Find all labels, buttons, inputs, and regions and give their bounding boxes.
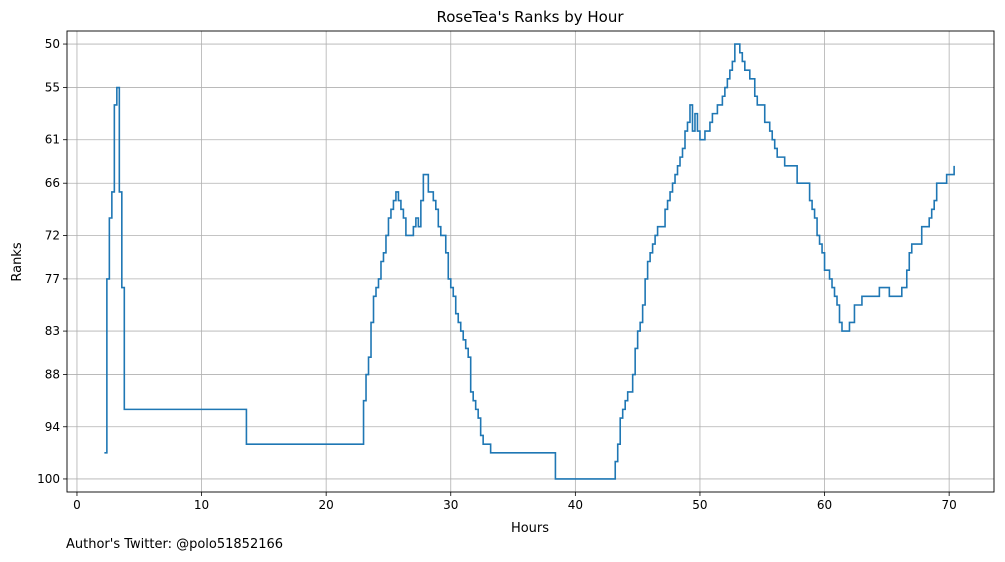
plot-area	[67, 31, 994, 492]
x-tick-label: 60	[817, 498, 832, 512]
x-axis-ticks: 0 10 20 30 40 50 60 70	[73, 492, 957, 512]
x-tick-label: 0	[73, 498, 81, 512]
x-tick-label: 40	[568, 498, 583, 512]
plot-frame	[66, 30, 995, 493]
x-tick-label: 20	[319, 498, 334, 512]
x-tick-label: 30	[443, 498, 458, 512]
y-tick-label: 100	[37, 472, 60, 486]
x-axis-label: Hours	[511, 521, 549, 536]
x-gridlines	[76, 31, 950, 492]
y-tick-label: 88	[45, 368, 60, 382]
author-footnote: Author's Twitter: @polo51852166	[66, 537, 284, 552]
y-tick-label: 72	[45, 228, 60, 242]
y-tick-label: 94	[45, 420, 60, 434]
y-tick-label: 66	[45, 176, 60, 190]
y-axis-ticks: 50 55 61 66 72 77 83 88 94 100	[37, 37, 67, 486]
x-tick-label: 10	[194, 498, 209, 512]
y-tick-label: 55	[45, 81, 60, 95]
y-axis-label: Ranks	[10, 242, 25, 281]
y-tick-label: 50	[45, 37, 60, 51]
y-tick-label: 61	[45, 133, 60, 147]
y-gridlines	[67, 43, 994, 480]
chart-title: RoseTea's Ranks by Hour	[436, 8, 624, 26]
y-tick-label: 83	[45, 324, 60, 338]
x-tick-label: 50	[692, 498, 707, 512]
rank-series-line	[104, 43, 955, 480]
x-tick-label: 70	[942, 498, 957, 512]
y-tick-label: 77	[45, 272, 60, 286]
